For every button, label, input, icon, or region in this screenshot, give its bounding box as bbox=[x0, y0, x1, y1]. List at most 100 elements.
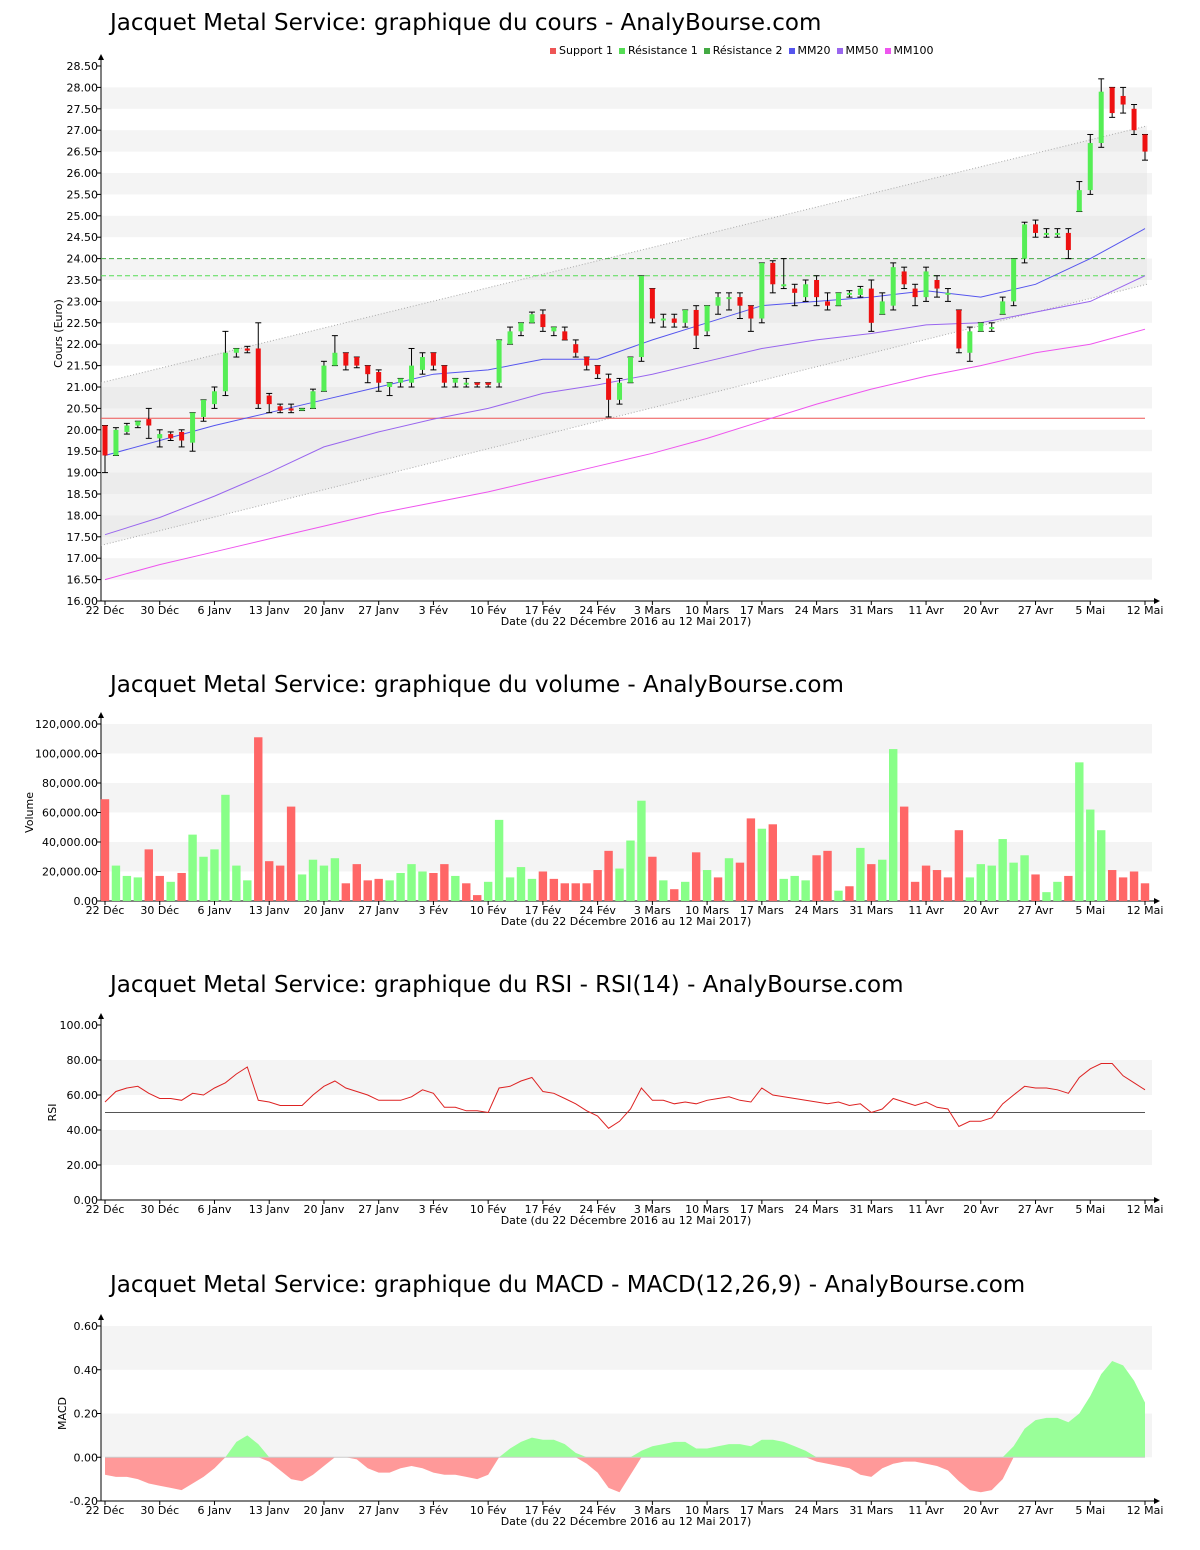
candle bbox=[868, 279, 875, 332]
candle-body bbox=[671, 318, 677, 323]
candle-body bbox=[146, 419, 152, 426]
y-axis-title: Volume bbox=[23, 792, 36, 833]
y-tick-label: 20.00 bbox=[67, 1159, 99, 1172]
legend-label: Résistance 1 bbox=[627, 44, 698, 57]
volume-bar bbox=[177, 872, 186, 901]
y-tick-label: 0.20 bbox=[74, 1408, 99, 1421]
y-tick-label: 25.00 bbox=[67, 210, 99, 223]
y-tick-label: 60,000.00 bbox=[42, 807, 98, 820]
macd-chart: -0.20 0.00 0.20 0.40 0.60 MACD 22 Déc 30 Déc 6 J… bbox=[56, 1314, 1163, 1528]
candle-body bbox=[726, 297, 732, 300]
candle-body bbox=[638, 275, 644, 358]
volume-bar bbox=[1097, 830, 1106, 901]
volume-bar bbox=[232, 865, 241, 901]
candle-body bbox=[387, 382, 393, 387]
trend-channel bbox=[101, 125, 1147, 546]
y-tick-label: 17.50 bbox=[67, 531, 99, 544]
candle bbox=[747, 305, 754, 332]
grid-band bbox=[101, 1060, 1152, 1095]
volume-chart-title: Jacquet Metal Service: graphique du volu… bbox=[110, 672, 844, 698]
x-tick-label: 24 Fév bbox=[579, 904, 616, 917]
candle-body bbox=[627, 357, 633, 383]
candle-body bbox=[715, 297, 721, 306]
volume-bar bbox=[856, 847, 865, 901]
x-tick-label: 27 Avr bbox=[1018, 1203, 1054, 1216]
volume-bar bbox=[735, 862, 745, 901]
ma-line-mm100 bbox=[104, 328, 1146, 581]
x-tick-label: 24 Mars bbox=[795, 904, 839, 917]
grid-band bbox=[101, 87, 1152, 109]
volume-bar bbox=[648, 856, 657, 901]
candle-body bbox=[343, 352, 349, 366]
x-tick-label: 11 Avr bbox=[908, 1504, 944, 1517]
volume-bar bbox=[538, 871, 548, 901]
x-tick-label: 11 Avr bbox=[908, 1203, 944, 1216]
y-tick-label: 22.00 bbox=[67, 338, 99, 351]
candle-body bbox=[266, 395, 272, 405]
legend-label: MM100 bbox=[893, 44, 934, 57]
rsi-line bbox=[104, 1063, 1146, 1129]
x-tick-label: 3 Fév bbox=[419, 1203, 449, 1216]
y-tick-label: 27.50 bbox=[67, 103, 99, 116]
y-axis-arrow bbox=[98, 712, 104, 718]
y-axis-arrow bbox=[98, 1013, 104, 1019]
volume-bar bbox=[429, 872, 438, 901]
volume-bar bbox=[659, 880, 668, 901]
y-tick-label: 23.00 bbox=[67, 295, 99, 308]
candle-body bbox=[430, 352, 436, 366]
x-tick-label: 20 Avr bbox=[963, 1504, 999, 1517]
candle bbox=[966, 326, 973, 362]
ma-line-mm20 bbox=[104, 228, 1146, 456]
candle-body bbox=[179, 431, 185, 441]
volume-bar bbox=[341, 883, 351, 901]
x-tick-label: 30 Déc bbox=[140, 1504, 179, 1517]
x-tick-label: 31 Mars bbox=[849, 904, 893, 917]
y-axis-arrow bbox=[98, 54, 104, 60]
candle-body bbox=[1054, 232, 1060, 235]
volume-bar bbox=[637, 800, 646, 901]
legend-item: MM20 bbox=[788, 44, 831, 57]
volume-bar bbox=[275, 865, 285, 901]
x-tick-label: 13 Janv bbox=[249, 604, 290, 617]
x-tick-label: 12 Mai bbox=[1127, 1203, 1164, 1216]
candle-body bbox=[310, 391, 316, 409]
x-tick-label: 6 Janv bbox=[197, 1504, 231, 1517]
candle bbox=[156, 429, 163, 448]
candle-body bbox=[956, 309, 962, 349]
x-axis-title: Date (du 22 Décembre 2016 au 12 Mai 2017… bbox=[501, 615, 752, 628]
x-tick-label: 5 Mai bbox=[1075, 604, 1105, 617]
candle-body bbox=[529, 314, 535, 323]
x-tick-label: 22 Déc bbox=[86, 604, 125, 617]
candle-body bbox=[168, 434, 174, 439]
x-tick-label: 20 Avr bbox=[963, 1203, 999, 1216]
y-tick-label: 80,000.00 bbox=[42, 777, 98, 790]
volume-bar bbox=[483, 881, 493, 901]
y-tick-label: 16.00 bbox=[67, 595, 99, 608]
x-tick-label: 20 Janv bbox=[303, 904, 344, 917]
x-tick-label: 27 Avr bbox=[1018, 904, 1054, 917]
legend-label: Support 1 bbox=[559, 44, 613, 57]
candle bbox=[353, 356, 360, 369]
volume-bar bbox=[352, 864, 361, 901]
candle bbox=[671, 313, 678, 328]
x-tick-label: 20 Avr bbox=[963, 604, 999, 617]
candle bbox=[277, 403, 284, 414]
volume-bar bbox=[265, 861, 274, 901]
volume-bar bbox=[221, 794, 230, 901]
x-tick-label: 13 Janv bbox=[249, 1203, 290, 1216]
price-legend: Support 1 Résistance 1 Résistance 2 MM20 MM5… bbox=[550, 44, 934, 57]
x-tick-label: 5 Mai bbox=[1075, 1504, 1105, 1517]
x-axis-title: Date (du 22 Décembre 2016 au 12 Mai 2017… bbox=[501, 1515, 752, 1528]
volume-bar bbox=[1031, 874, 1040, 901]
candle bbox=[288, 403, 295, 414]
x-tick-label: 5 Mai bbox=[1075, 904, 1105, 917]
volume-bar bbox=[889, 749, 898, 901]
x-tick-label: 22 Déc bbox=[86, 1203, 125, 1216]
candle-body bbox=[135, 421, 141, 426]
candle-body bbox=[113, 429, 119, 456]
candle bbox=[145, 407, 152, 439]
candle bbox=[977, 322, 984, 332]
y-tick-label: 0.00 bbox=[74, 1451, 99, 1464]
y-tick-label: 18.00 bbox=[67, 509, 99, 522]
y-tick-label: 21.00 bbox=[67, 381, 99, 394]
